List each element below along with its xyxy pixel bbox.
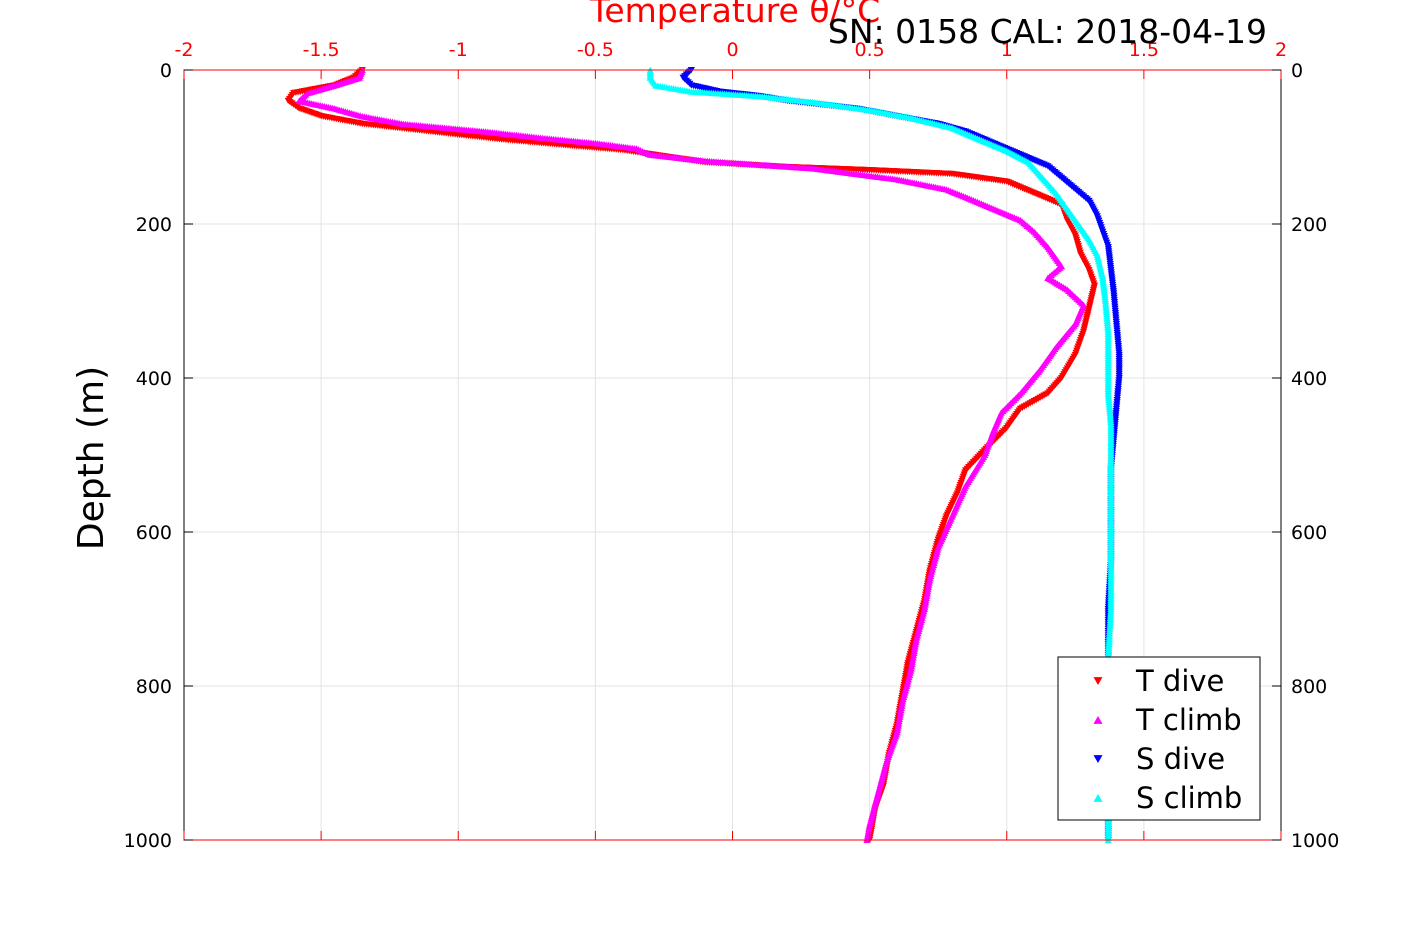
legend-box: [1057, 656, 1261, 821]
legend-label: S climb: [1136, 781, 1242, 815]
y-tick-label-left: 1000: [124, 830, 172, 852]
y-tick-label-left: 0: [160, 60, 172, 82]
y-tick-label-right: 600: [1291, 522, 1327, 544]
chart-title: Temperature θ/°C: [589, 0, 880, 30]
x-tick-label: -1: [449, 39, 468, 61]
x-tick-label: -0.5: [577, 39, 614, 61]
legend-marker: [1093, 755, 1103, 764]
y-tick-label-left: 400: [136, 368, 172, 390]
x-tick-label: 1.5: [1129, 39, 1159, 61]
legend: T dive T climb S dive S climb: [1057, 656, 1261, 821]
series-t-climb: [295, 66, 1088, 844]
grid-lines: [184, 70, 1281, 840]
y-tick-label-left: 800: [136, 676, 172, 698]
legend-marker: [1093, 793, 1103, 802]
legend-marker: [1093, 715, 1103, 724]
x-tick-label: 0: [726, 39, 738, 61]
x-tick-label: -2: [175, 39, 194, 61]
series-t-dive: [284, 66, 1099, 844]
y-tick-label-right: 0: [1291, 60, 1303, 82]
legend-label: T dive: [1135, 664, 1224, 698]
y-tick-label-left: 200: [136, 214, 172, 236]
y-tick-label-left: 600: [136, 522, 172, 544]
legend-label: S dive: [1136, 742, 1225, 776]
x-tick-label: 2: [1275, 39, 1287, 61]
y-axis-label: Depth (m): [71, 366, 112, 550]
y-tick-label-right: 1000: [1291, 830, 1339, 852]
x-tick-label: 1: [1001, 39, 1013, 61]
serial-calibration-annotation: SN: 0158 CAL: 2018-04-19: [828, 12, 1267, 51]
legend-marker: [1093, 677, 1103, 686]
x-tick-label: -1.5: [303, 39, 340, 61]
legend-label: T climb: [1135, 703, 1242, 737]
x-tick-label: 0.5: [855, 39, 885, 61]
y-tick-label-right: 800: [1291, 676, 1327, 698]
data-series: [284, 66, 1123, 844]
series-s-climb: [646, 66, 1115, 844]
y-tick-label-right: 400: [1291, 368, 1327, 390]
y-tick-label-right: 200: [1291, 214, 1327, 236]
